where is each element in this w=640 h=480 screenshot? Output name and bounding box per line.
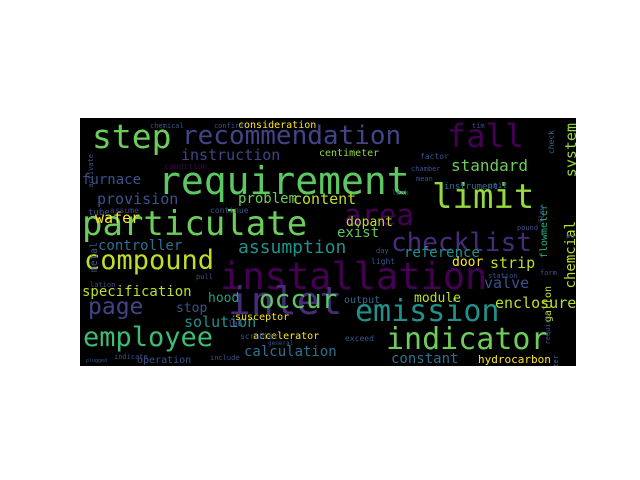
word-content: content	[293, 190, 357, 208]
word-strip: strip	[490, 254, 536, 272]
word-scrubber: scrubber	[240, 332, 279, 341]
word-chamber: chamber	[411, 165, 441, 173]
word-calculation: calculation	[244, 344, 337, 360]
word-wafer: wafer	[95, 209, 141, 227]
word-instrument: instrument	[444, 182, 499, 192]
word-hood: hood	[208, 291, 240, 306]
word-valve: valve	[484, 274, 530, 292]
word-operation: operation	[137, 355, 192, 366]
word-occur: occur	[259, 285, 338, 315]
word-continue: continue	[210, 206, 249, 215]
word-pound: pound	[517, 224, 539, 232]
word-centimeter: centimeter	[319, 148, 380, 159]
word-compound: compound	[84, 245, 215, 276]
word-accelerator: accelerator	[253, 331, 320, 342]
word-consideration: consideration	[238, 120, 317, 131]
word-furnace: furnace	[82, 172, 142, 188]
word-station: station	[488, 272, 518, 280]
word-installation: installation	[220, 255, 488, 298]
word-recommendation: recommendation	[182, 121, 402, 151]
word-employee: employee	[83, 322, 214, 353]
word-exist: exist	[337, 225, 380, 241]
word-tube: tube	[88, 208, 110, 218]
word-standard: standard	[451, 156, 529, 175]
word-instruction: instruction	[181, 146, 281, 164]
word-checklist: checklist	[391, 228, 532, 258]
word-part: part	[566, 232, 576, 240]
word-require: require	[544, 315, 552, 345]
word-factor: factor	[420, 152, 449, 161]
word-limit: limit	[432, 177, 535, 217]
word-lab: lab	[228, 319, 243, 328]
word-tim: tim	[472, 122, 485, 130]
word-lation: lation	[90, 281, 116, 289]
word-emission: emission	[355, 294, 500, 329]
word-flow: flow	[538, 206, 546, 223]
word-stop: stop	[176, 301, 208, 316]
word-constant: constant	[391, 351, 459, 366]
word-enclosure: enclosure	[495, 294, 576, 312]
word-susceptor: susceptor	[235, 312, 290, 323]
word-metal: metal	[89, 242, 100, 273]
word-chemical: chemical	[150, 122, 184, 130]
word-specification: specification	[82, 284, 192, 300]
word-output: output	[344, 295, 381, 306]
word-cloud: requirement particulate installation step re…	[80, 118, 576, 366]
word-door: door	[452, 255, 484, 270]
word-form: form	[540, 269, 557, 277]
word-system: system	[562, 123, 576, 178]
word-liter: liter	[552, 355, 560, 366]
word-indicate: indicate	[114, 353, 148, 361]
word-page: page	[88, 294, 144, 320]
word-particulate: particulate	[82, 204, 308, 244]
word-check: check	[547, 130, 556, 155]
word-condition: condition	[164, 162, 208, 171]
word-area: area	[344, 198, 414, 232]
word-activate: activate	[87, 154, 95, 188]
word-indicator: indicator	[386, 322, 549, 357]
word-controller: controller	[98, 238, 183, 254]
word-general: general	[268, 340, 294, 347]
word-pull: pull	[196, 273, 213, 281]
word-day: day	[376, 247, 389, 255]
word-unit: unit	[488, 181, 508, 190]
word-assume: assume	[110, 206, 139, 215]
word-include: include	[210, 354, 240, 362]
word-mean: mean	[416, 175, 433, 183]
word-solution: solution	[184, 313, 257, 331]
word-confirm: confirm	[214, 122, 244, 130]
word-provision: provision	[97, 190, 179, 208]
word-dopant: dopant	[346, 215, 393, 230]
word-problem: problem	[238, 191, 298, 207]
word-leak: leak	[392, 189, 409, 197]
word-fall: fall	[447, 118, 525, 155]
word-light: light	[371, 257, 396, 266]
word-hydrocarbon: hydrocarbon	[478, 353, 551, 366]
word-exceed: exceed	[345, 334, 374, 343]
word-assumption: assumption	[238, 237, 347, 258]
word-step: step	[92, 118, 172, 156]
word-inlet: inlet	[228, 279, 343, 323]
word-requirement: requirement	[158, 159, 410, 203]
word-reference: reference	[404, 245, 480, 261]
word-module: module	[414, 291, 461, 306]
word-plugged: plugged	[86, 358, 108, 364]
